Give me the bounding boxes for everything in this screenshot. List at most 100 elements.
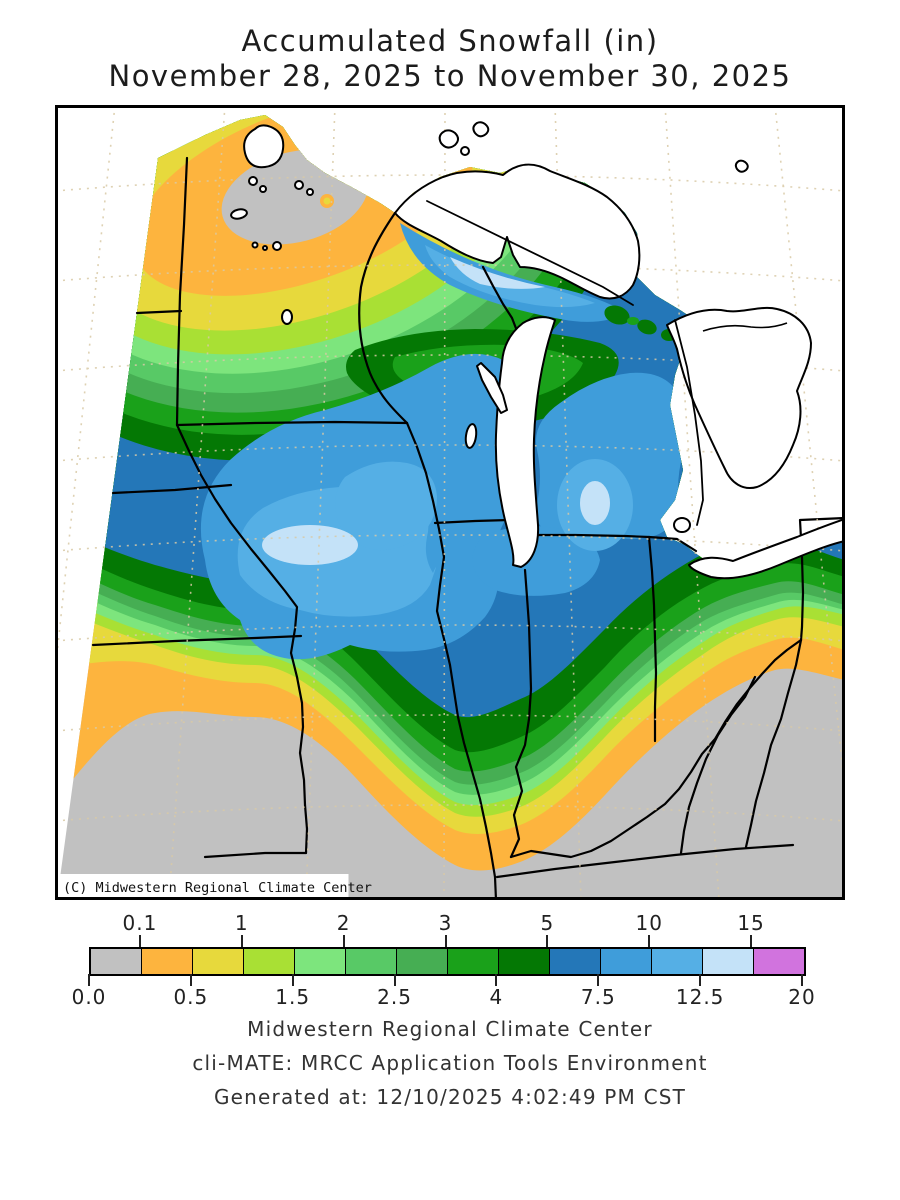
illinois-indiana-blue-med [472, 526, 600, 596]
up-shore-blue-light [425, 245, 595, 308]
legend-tick-1 [240, 935, 243, 947]
water-borders [426, 200, 704, 526]
border-mn-ia [175, 420, 409, 427]
lake-st-clair [673, 517, 691, 533]
legend-block-dark_green [498, 949, 549, 974]
mn-small-lake-1 [251, 241, 259, 249]
legend-block-orange [141, 949, 192, 974]
legend-tick-4 [495, 974, 498, 986]
red-lake [230, 208, 248, 220]
legend-tick-20 [801, 974, 803, 986]
border-ohio-river [509, 638, 803, 859]
mn-small-lake-3 [272, 241, 282, 251]
ontario-lake-2 [460, 146, 470, 156]
heavy-band-12.5-15 [262, 257, 610, 565]
rainy-lake-2 [306, 188, 314, 196]
legend-tick-15 [750, 935, 753, 947]
border-sd-ne [111, 483, 233, 495]
copyright-box: (C) Midwestern Regional Climate Center [56, 874, 372, 899]
rainy-lake-1 [294, 180, 304, 190]
central-iowa-blue-pale [262, 525, 358, 565]
legend-label-0.0: 0.0 [71, 985, 107, 1009]
nw-minnesota-low-rings [57, 115, 632, 461]
border-ky-va [679, 675, 757, 855]
legend-block-blue_pale [702, 949, 753, 974]
legend-block-med_green [345, 949, 396, 974]
gray-pocket-yellow-dot [323, 197, 331, 205]
border-huron-line [674, 319, 704, 526]
legend-label-1.5: 1.5 [275, 985, 311, 1009]
border-wv-va [744, 638, 803, 849]
legend-block-blue_light [651, 949, 702, 974]
border-in-oh [647, 535, 658, 743]
border-mississippi-river [405, 421, 498, 900]
legend-tick-1.5 [291, 974, 294, 986]
footer-generated-at: Generated at: 12/10/2025 4:02:49 PM CST [213, 1085, 687, 1109]
footer: Midwestern Regional Climate Center cli-M… [0, 1012, 900, 1114]
lake-superior [394, 163, 641, 300]
legend-block-purple [753, 949, 804, 974]
legend-label-5: 5 [540, 911, 555, 935]
map-frame [55, 105, 845, 900]
legend-label-0.5: 0.5 [173, 985, 209, 1009]
legend-block-gray [91, 949, 141, 974]
border-mn-wi [358, 211, 409, 425]
legend-label-2.5: 2.5 [377, 985, 412, 1009]
copyright-bg [56, 874, 349, 899]
s-wisconsin-blue-light [335, 461, 437, 551]
sault-pocket-2 [637, 319, 657, 335]
legend-label-2: 2 [336, 911, 351, 935]
border-up-wi [481, 265, 519, 333]
legend-label-10: 10 [635, 911, 663, 935]
legend-tick-2 [342, 935, 345, 947]
legend-tick-12.5 [699, 974, 702, 986]
legend-tick-3 [444, 935, 447, 947]
snowfall-contour-map: (C) Midwestern Regional Climate Center [55, 105, 845, 900]
copyright-label: (C) Midwestern Regional Climate Center [63, 880, 372, 896]
chart-title: Accumulated Snowfall (in) November 28, 2… [0, 24, 900, 94]
footer-org: Midwestern Regional Climate Center [247, 1017, 653, 1041]
ontario-lake-3 [472, 121, 490, 138]
legend-label-7.5: 7.5 [580, 985, 616, 1009]
map-svg: (C) Midwestern Regional Climate Center [55, 105, 845, 900]
ontario-lake-1 [438, 129, 459, 149]
snowfall-legend: 0.0 0.1 0.5 1 1.5 2 2.5 3 4 5 7.5 10 12.5 15 20 [72, 905, 815, 1009]
title-line1: Accumulated Snowfall (in) [241, 24, 659, 58]
legend-tick-0.0 [88, 974, 90, 986]
legend-block-green [447, 949, 498, 974]
legend-tick-7.5 [597, 974, 600, 986]
legend-label-0.1: 0.1 [122, 911, 158, 935]
lake-mille-lacs [281, 309, 293, 325]
canadian-island [734, 159, 749, 173]
manitoulin-island-line [702, 322, 788, 332]
footer-app: cli-MATE: MRCC Application Tools Environ… [192, 1051, 708, 1075]
green-bay [476, 362, 508, 414]
legend-label-1: 1 [234, 911, 249, 935]
lotw-islet-2 [259, 185, 267, 193]
mn-small-lake-2 [262, 245, 268, 251]
lake-erie [688, 518, 845, 580]
title-line2: November 28, 2025 to November 30, 2025 [108, 59, 792, 93]
legend-block-yellow [192, 949, 243, 974]
legend-tick-2.5 [393, 974, 396, 986]
legend-tick-0.5 [189, 974, 192, 986]
border-ky-tn [495, 843, 795, 879]
legend-tick-10 [648, 935, 651, 947]
sault-pocket-4 [627, 317, 639, 325]
lake-winnebago [464, 423, 478, 449]
border-il-in [509, 568, 533, 859]
central-lp-blue-pale [580, 481, 610, 525]
legend-label-12.5: 12.5 [675, 985, 725, 1009]
sault-pocket-1 [604, 305, 630, 325]
legend-color-bar [89, 947, 806, 976]
legend-block-blue_dark [549, 949, 600, 974]
legend-label-20: 20 [788, 985, 816, 1009]
border-superior-diagonal [426, 200, 634, 306]
border-mn-west [175, 156, 189, 427]
legend-label-15: 15 [737, 911, 765, 935]
border-missouri-river [175, 423, 309, 855]
lake-huron [666, 306, 812, 489]
great-lakes [230, 121, 845, 580]
legend-tick-0.1 [138, 935, 141, 947]
